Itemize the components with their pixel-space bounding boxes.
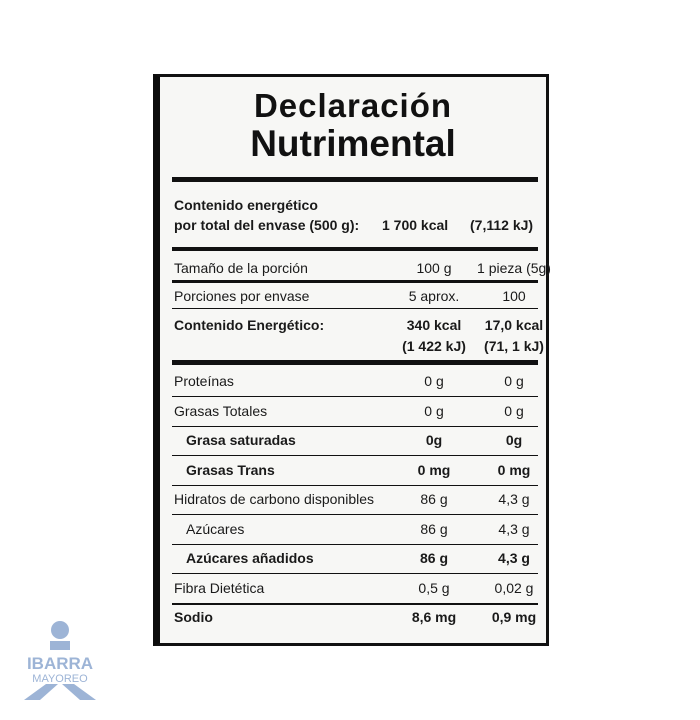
nutrient-row: Grasas Trans 0 mg 0 mg: [174, 462, 536, 482]
nutrient-row: Azúcares 86 g 4,3 g: [174, 521, 536, 541]
nutrient-value-100g: 0 mg: [417, 461, 451, 478]
logo-subtext: MAYOREO: [32, 673, 88, 685]
nutrient-label: Grasas Trans: [186, 461, 275, 478]
nutrient-value-100g: 86 g: [419, 550, 448, 566]
energy-total-row-2: por total del envase (500 g): 1 700 kcal…: [174, 217, 536, 237]
nutrient-value-100g: 0,5 g: [418, 579, 450, 596]
nutrient-row: Proteínas 0 g 0 g: [174, 373, 536, 393]
energy-total-kj: (7,112 kJ): [470, 217, 534, 233]
divider: [172, 455, 538, 456]
divider: [172, 543, 538, 545]
nutrient-value-100g: 86 g: [420, 491, 448, 507]
nutrient-label: Hidratos de carbono disponibles: [174, 491, 375, 507]
serving-label: Tamaño de la porción: [174, 260, 308, 276]
nutrient-label: Proteínas: [174, 373, 234, 389]
divider: [172, 177, 538, 182]
nutrient-row: Hidratos de carbono disponibles 86 g 4,3…: [174, 491, 536, 511]
nutrient-label: Azúcares añadidos: [186, 550, 314, 566]
nutrient-value-piece: 4,3 g: [498, 491, 530, 507]
nutrient-value-100g: 0 g: [424, 402, 444, 419]
portions-c1: 5 aprox.: [408, 288, 460, 304]
energy-c1-kj: (1 422 kJ): [402, 338, 466, 354]
title-line1: Declaración: [253, 87, 453, 124]
nutrient-value-piece: 4,3 g: [498, 520, 530, 537]
nutrient-row: Grasa saturadas 0g 0g: [174, 432, 536, 452]
divider: [172, 247, 538, 251]
divider: [172, 602, 538, 605]
energy-total-label-2: por total del envase (500 g):: [174, 217, 360, 233]
nutrient-value-100g: 0 g: [424, 373, 444, 389]
nutrient-row: Fibra Dietética 0,5 g 0,02 g: [174, 580, 536, 600]
energy-c2-kj: (71, 1 kJ): [484, 338, 544, 354]
nutrient-row: Grasas Totales 0 g 0 g: [174, 403, 536, 423]
nutrient-label: Fibra Dietética: [174, 579, 265, 596]
energy-c2-kcal: 17,0 kcal: [484, 317, 544, 333]
divider: [172, 360, 538, 365]
energy-total-row: Contenido energético: [174, 197, 536, 217]
energy-label: Contenido Energético:: [174, 317, 325, 333]
nutrient-label: Sodio: [174, 609, 213, 625]
portions-row: Porciones por envase 5 aprox. 100: [174, 288, 536, 308]
divider: [172, 308, 538, 309]
divider: [172, 396, 538, 397]
divider: [172, 425, 538, 427]
nutrient-row: Azúcares añadidos 86 g 4,3 g: [174, 550, 536, 570]
nutrient-value-100g: 0g: [425, 432, 443, 448]
logo-text: IBARRA: [27, 654, 93, 673]
serving-c1: 100 g: [416, 260, 452, 276]
energy-row-kj: (1 422 kJ) (71, 1 kJ): [174, 338, 544, 358]
nutrient-label: Grasa saturadas: [186, 432, 296, 448]
nutrient-value-100g: 8,6 mg: [411, 609, 457, 625]
energy-total-kcal: 1 700 kcal: [382, 217, 449, 233]
serving-c2: 1 pieza (5g): [477, 260, 551, 276]
divider: [172, 573, 538, 574]
nutrient-value-piece: 4,3 g: [498, 550, 530, 566]
nutrient-value-piece: 0g: [505, 432, 523, 448]
nutrient-value-100g: 86 g: [420, 520, 448, 537]
nutrient-label: Azúcares: [186, 520, 245, 537]
energy-c1-kcal: 340 kcal: [406, 317, 462, 333]
divider: [172, 514, 538, 515]
energy-row: Contenido Energético: 340 kcal 17,0 kcal: [174, 317, 543, 337]
nutrient-value-piece: 0 g: [504, 402, 524, 419]
portions-c2: 100: [502, 288, 526, 304]
serving-row: Tamaño de la porción 100 g 1 pieza (5g): [174, 260, 551, 280]
nutrient-label: Grasas Totales: [174, 402, 268, 419]
title-line2: Nutrimental: [250, 123, 456, 164]
nutrient-row: Sodio 8,6 mg 0,9 mg: [174, 609, 536, 629]
nutrient-value-piece: 0 mg: [497, 461, 531, 478]
nutrient-value-piece: 0 g: [504, 373, 524, 389]
ibarra-mayoreo-logo: IBARRA MAYOREO: [24, 621, 96, 700]
energy-total-label: Contenido energético: [174, 197, 318, 213]
nutrient-value-piece: 0,9 mg: [491, 609, 537, 625]
portions-label: Porciones por envase: [174, 288, 310, 304]
divider: [172, 484, 538, 486]
nutrient-value-piece: 0,02 g: [494, 579, 534, 596]
divider: [172, 280, 538, 283]
nutrition-label: Declaración Nutrimental Contenido energé…: [153, 74, 551, 646]
